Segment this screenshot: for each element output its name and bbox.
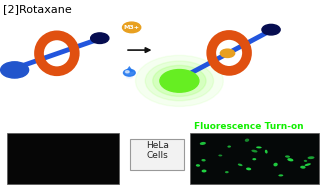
Ellipse shape: [225, 171, 229, 173]
Ellipse shape: [256, 146, 262, 148]
Ellipse shape: [265, 150, 267, 153]
Ellipse shape: [196, 164, 200, 167]
Ellipse shape: [307, 156, 315, 159]
Circle shape: [123, 22, 141, 33]
Circle shape: [153, 65, 206, 96]
Text: HeLa
Cells: HeLa Cells: [146, 141, 169, 160]
Ellipse shape: [252, 150, 257, 153]
Ellipse shape: [300, 166, 306, 169]
Ellipse shape: [202, 159, 206, 161]
Circle shape: [160, 70, 199, 92]
Ellipse shape: [246, 167, 251, 170]
Circle shape: [125, 71, 129, 73]
Ellipse shape: [287, 158, 293, 161]
Circle shape: [220, 49, 235, 57]
Circle shape: [145, 61, 214, 101]
FancyBboxPatch shape: [130, 139, 184, 170]
Circle shape: [1, 62, 29, 78]
FancyBboxPatch shape: [190, 133, 318, 184]
Text: [2]Rotaxane: [2]Rotaxane: [3, 4, 72, 14]
Ellipse shape: [238, 163, 242, 166]
Ellipse shape: [227, 146, 231, 148]
Text: Fluorescence Turn-on: Fluorescence Turn-on: [194, 122, 304, 131]
Ellipse shape: [200, 142, 206, 145]
Ellipse shape: [279, 174, 283, 177]
Ellipse shape: [304, 160, 307, 162]
Ellipse shape: [273, 163, 278, 166]
Polygon shape: [125, 66, 134, 72]
Ellipse shape: [305, 163, 311, 166]
Ellipse shape: [218, 155, 222, 156]
Circle shape: [124, 69, 135, 76]
Circle shape: [136, 55, 223, 106]
Ellipse shape: [252, 158, 256, 160]
Ellipse shape: [202, 170, 206, 172]
Ellipse shape: [126, 77, 133, 78]
Ellipse shape: [285, 155, 290, 158]
FancyBboxPatch shape: [6, 133, 119, 184]
Ellipse shape: [245, 139, 249, 142]
Text: M3+: M3+: [124, 25, 140, 30]
Circle shape: [262, 24, 280, 35]
Circle shape: [91, 33, 109, 43]
